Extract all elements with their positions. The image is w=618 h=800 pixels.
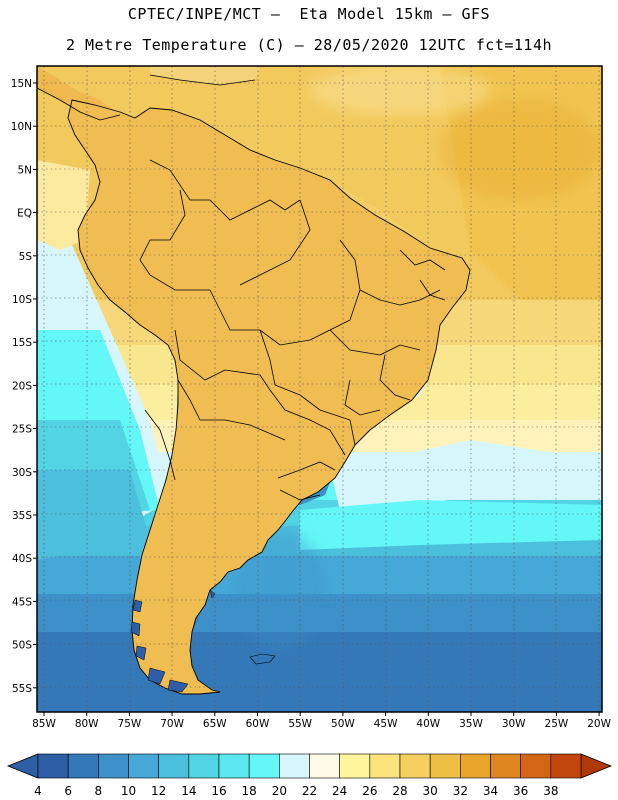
- colorbar-label: 32: [453, 784, 468, 798]
- longitude-labels: 85W 80W 75W 70W 65W 60W 55W 50W 45W 40W 35W 30W 25W 2…: [32, 718, 611, 730]
- lat-label: 10N: [11, 121, 32, 133]
- lon-label: 30W: [502, 718, 526, 730]
- lon-label: 20W: [587, 718, 611, 730]
- lat-label: 15S: [12, 337, 32, 349]
- colorbar-box: [218, 753, 250, 779]
- colorbar-box: [158, 753, 190, 779]
- lat-label: 5S: [19, 251, 33, 263]
- colorbar-box: [98, 753, 129, 779]
- lat-label: 15N: [11, 78, 32, 90]
- colorbar-label: 24: [332, 784, 347, 798]
- country-borders: [37, 74, 471, 695]
- temperature-field: [37, 66, 602, 712]
- colorbar-box: [279, 753, 310, 779]
- colorbar-label: 38: [543, 784, 558, 798]
- lat-label: 25S: [12, 424, 32, 436]
- map-title-line1: CPTEC/INPE/MCT – Eta Model 15km – GFS: [127, 5, 491, 23]
- lat-label: 20S: [12, 380, 32, 392]
- colorbar-box: [188, 753, 220, 779]
- lat-label: 10S: [12, 294, 32, 306]
- lat-label: 50S: [12, 640, 32, 652]
- colorbar-box: [67, 753, 99, 779]
- map-title-line2: 2 Metre Temperature (C) – 28/05/2020 12U…: [65, 36, 553, 54]
- map-frame: [36, 65, 603, 713]
- lon-label: 70W: [160, 718, 184, 730]
- colorbar-box: [399, 753, 431, 779]
- lon-label: 35W: [459, 718, 483, 730]
- lat-label: 55S: [12, 683, 32, 695]
- colorbar: 4 6 8 10 12 14 16 18 20 22 24 26 28 30 32 34 36 38: [6, 753, 613, 798]
- colorbar-box: [37, 753, 69, 779]
- colorbar-label: 26: [362, 784, 377, 798]
- colorbar-label: 22: [302, 784, 317, 798]
- colorbar-box: [369, 753, 401, 779]
- latitude-labels: 15N 10N 5N EQ 5S 10S 15S 20S 25S 30S 35S 40S 45S 50S 5…: [11, 78, 33, 695]
- colorbar-box: [490, 753, 521, 779]
- lon-label: 55W: [288, 718, 312, 730]
- lon-label: 50W: [331, 718, 355, 730]
- colorbar-box: [520, 753, 552, 779]
- colorbar-label: 18: [242, 784, 257, 798]
- colorbar-box: [309, 753, 340, 779]
- lat-label: 35S: [12, 510, 32, 522]
- lon-label: 85W: [32, 718, 56, 730]
- lon-label: 75W: [118, 718, 142, 730]
- colorbar-label: 4: [34, 784, 42, 798]
- lat-label: 40S: [12, 553, 32, 565]
- lon-label: 80W: [75, 718, 99, 730]
- colorbar-label: 20: [272, 784, 287, 798]
- colorbar-box: [429, 753, 461, 779]
- colorbar-label: 30: [423, 784, 438, 798]
- colorbar-box: [550, 753, 582, 779]
- lat-label: 30S: [12, 467, 32, 479]
- colorbar-labels: 4 6 8 10 12 14 16 18 20 22 24 26 28 30 32 34 36 38: [34, 784, 558, 798]
- colorbar-label: 8: [95, 784, 103, 798]
- lon-label: 65W: [203, 718, 227, 730]
- lon-label: 45W: [374, 718, 398, 730]
- colorbar-label: 12: [151, 784, 166, 798]
- lat-label: 5N: [17, 164, 32, 176]
- lon-label: 40W: [416, 718, 440, 730]
- colorbar-box: [339, 753, 371, 779]
- colorbar-box: [128, 753, 159, 779]
- colorbar-label: 14: [181, 784, 196, 798]
- colorbar-label: 34: [483, 784, 498, 798]
- lat-label: 45S: [12, 596, 32, 608]
- colorbar-label: 16: [211, 784, 226, 798]
- colorbar-box: [460, 753, 491, 779]
- colorbar-under-arrow: [6, 753, 39, 779]
- colorbar-over-arrow: [580, 753, 613, 779]
- colorbar-box: [248, 753, 280, 779]
- colorbar-label: 6: [64, 784, 72, 798]
- lon-label: 25W: [545, 718, 569, 730]
- colorbar-label: 36: [513, 784, 528, 798]
- lat-label: EQ: [17, 208, 32, 220]
- colorbar-label: 10: [121, 784, 136, 798]
- lon-label: 60W: [246, 718, 270, 730]
- colorbar-label: 28: [392, 784, 407, 798]
